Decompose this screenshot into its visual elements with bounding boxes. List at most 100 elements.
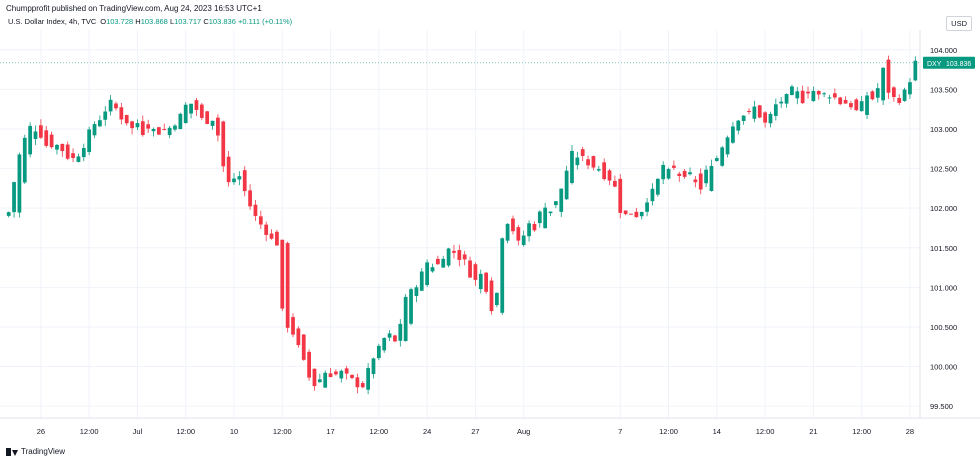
candle bbox=[258, 210, 263, 230]
x-tick-label: 14 bbox=[713, 427, 721, 436]
candle bbox=[822, 92, 826, 98]
candle bbox=[151, 127, 156, 137]
candle bbox=[516, 224, 521, 246]
candle bbox=[264, 221, 269, 242]
candle bbox=[672, 160, 676, 171]
candle bbox=[441, 255, 446, 268]
candle bbox=[280, 239, 285, 312]
candle bbox=[795, 87, 800, 105]
x-tick-label: 26 bbox=[37, 427, 45, 436]
high-value: 103.868 bbox=[140, 17, 168, 26]
candle bbox=[12, 181, 16, 218]
candle bbox=[452, 244, 456, 259]
candle bbox=[720, 145, 725, 167]
symbol-legend: U.S. Dollar Index, 4h, TVC O103.728 H103… bbox=[8, 17, 292, 26]
candle bbox=[301, 333, 306, 361]
candle bbox=[827, 94, 832, 104]
y-tick-label: 104.000 bbox=[930, 46, 957, 55]
candle bbox=[28, 122, 33, 158]
y-tick-label: 100.500 bbox=[930, 323, 957, 332]
candle bbox=[248, 184, 252, 210]
candle bbox=[859, 95, 864, 112]
candles bbox=[6, 55, 918, 395]
candle bbox=[360, 381, 365, 389]
candle bbox=[623, 210, 628, 216]
tradingview-branding[interactable]: TradingView bbox=[6, 447, 65, 456]
candle bbox=[355, 373, 360, 394]
candle bbox=[49, 131, 54, 149]
candle bbox=[473, 262, 478, 286]
candle bbox=[527, 220, 531, 242]
candle bbox=[666, 167, 671, 180]
candle bbox=[393, 334, 397, 343]
low-label: L bbox=[169, 17, 175, 26]
x-tick-label: 21 bbox=[809, 427, 817, 436]
candle bbox=[183, 102, 188, 124]
open-value: 103.728 bbox=[106, 17, 134, 26]
candle bbox=[763, 111, 767, 128]
candle bbox=[194, 97, 199, 116]
candle bbox=[425, 259, 430, 287]
candle bbox=[736, 120, 741, 135]
candle bbox=[339, 369, 344, 383]
candle bbox=[714, 155, 719, 162]
candle bbox=[596, 165, 601, 173]
candle bbox=[17, 152, 22, 218]
candle bbox=[350, 374, 354, 380]
candle bbox=[22, 134, 27, 184]
candle bbox=[832, 88, 837, 100]
y-tick-label: 101.500 bbox=[930, 244, 957, 253]
tradingview-logo-icon bbox=[6, 447, 18, 456]
candle bbox=[698, 168, 703, 195]
candle bbox=[435, 255, 440, 265]
last-price-tag: DXY 103.836 bbox=[923, 56, 975, 69]
candle bbox=[226, 150, 231, 187]
candle bbox=[323, 370, 328, 388]
candle bbox=[92, 121, 97, 139]
candle bbox=[366, 362, 370, 395]
y-tick-label: 101.000 bbox=[930, 283, 957, 292]
candle bbox=[554, 201, 558, 209]
candle bbox=[65, 141, 70, 161]
low-value: 103.717 bbox=[174, 17, 202, 26]
candle bbox=[414, 285, 419, 303]
y-tick-label: 99.500 bbox=[930, 402, 953, 411]
candle bbox=[645, 197, 649, 217]
chart-grid bbox=[0, 30, 920, 418]
candle bbox=[167, 126, 172, 139]
price-axis[interactable]: 99.500 100.000 100.500 101.000 101.500 102.00… bbox=[919, 30, 957, 418]
time-axis[interactable]: 26 12:00 Jul 12:00 10 12:00 17 12:00 24 27 Aug 7 12:… bbox=[0, 417, 980, 436]
x-tick-label: 12:00 bbox=[659, 427, 678, 436]
x-tick-label: Jul bbox=[133, 427, 143, 436]
candle bbox=[484, 271, 489, 294]
candle bbox=[382, 337, 387, 353]
price-chart[interactable]: 99.500 100.000 100.500 101.000 101.500 102.00… bbox=[0, 30, 980, 440]
candle bbox=[779, 97, 784, 108]
candle bbox=[430, 263, 435, 273]
candle bbox=[741, 115, 746, 125]
candle bbox=[205, 110, 210, 125]
candle bbox=[677, 171, 682, 182]
currency-selector[interactable]: USD bbox=[946, 16, 972, 31]
x-tick-label: 12:00 bbox=[369, 427, 388, 436]
candle bbox=[800, 85, 805, 104]
candle bbox=[548, 211, 553, 217]
candle bbox=[312, 368, 317, 391]
candle bbox=[607, 168, 612, 186]
candle bbox=[849, 100, 853, 110]
x-tick-label: 12:00 bbox=[756, 427, 775, 436]
change-value: +0.111 (+0.11%) bbox=[237, 17, 293, 26]
candle bbox=[33, 125, 38, 146]
symbol-name[interactable]: U.S. Dollar Index, 4h, TVC bbox=[8, 17, 97, 26]
candle bbox=[709, 159, 714, 192]
ohlc-values: O103.728 H103.868 L103.717 C103.836 +0.1… bbox=[100, 17, 292, 26]
candle bbox=[500, 237, 505, 315]
candle bbox=[902, 87, 907, 102]
candle bbox=[650, 183, 655, 206]
x-tick-label: 12:00 bbox=[852, 427, 871, 436]
candle bbox=[875, 83, 880, 103]
x-tick-label: 10 bbox=[230, 427, 238, 436]
candle bbox=[103, 106, 108, 126]
y-tick-label: 100.000 bbox=[930, 363, 957, 372]
close-label: C bbox=[203, 17, 209, 26]
